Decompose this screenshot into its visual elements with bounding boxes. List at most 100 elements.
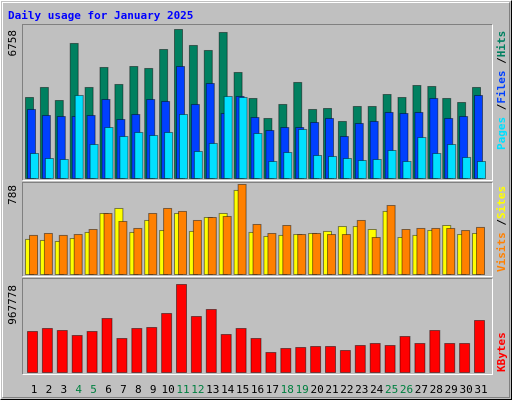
bar [131, 327, 143, 373]
chart-title: Daily usage for January 2025 [8, 9, 193, 22]
legend-separator: / [495, 103, 508, 110]
bar [416, 227, 426, 275]
x-tick-label: 3 [60, 383, 67, 396]
bar [223, 95, 233, 179]
bar [103, 213, 113, 275]
bar [342, 158, 352, 180]
bar [118, 221, 128, 276]
bar [220, 333, 232, 374]
bar [313, 155, 323, 180]
bar [88, 229, 98, 275]
x-tick-label: 22 [340, 383, 353, 396]
x-tick-label: 23 [355, 383, 368, 396]
bar [402, 161, 412, 180]
bar [356, 219, 366, 275]
bar [27, 330, 38, 373]
x-tick-label: 17 [266, 383, 279, 396]
bar [298, 128, 308, 180]
bar [179, 113, 188, 179]
bar [341, 234, 351, 275]
bar [444, 342, 456, 374]
bar [104, 127, 114, 179]
bar [119, 135, 129, 180]
bar [163, 207, 173, 275]
bar [283, 152, 293, 180]
x-tick-label: 31 [474, 383, 487, 396]
legend-entry: Pages [495, 117, 508, 150]
bar [116, 337, 128, 373]
bar [73, 234, 83, 275]
bar [56, 329, 68, 374]
panel-frames [22, 24, 493, 375]
y-tick-label: 967778 [6, 285, 19, 325]
bar [253, 133, 263, 180]
bar [384, 344, 396, 374]
bar [401, 229, 411, 275]
bar [59, 158, 69, 180]
bar [372, 158, 382, 180]
panel-border [22, 278, 493, 375]
bar [399, 335, 411, 374]
bar [310, 345, 322, 374]
bar [447, 144, 457, 180]
x-tick-label: 13 [206, 383, 219, 396]
x-tick-label: 2 [46, 383, 53, 396]
bar [357, 160, 367, 180]
bar [192, 219, 202, 275]
x-tick-label: 27 [415, 383, 428, 396]
bar [431, 227, 441, 275]
bar [429, 329, 441, 374]
x-tick-label: 20 [310, 383, 323, 396]
bar [133, 227, 143, 275]
bar [146, 326, 158, 374]
bar [369, 342, 381, 374]
bar [207, 217, 217, 275]
bar [101, 317, 113, 374]
bar [205, 308, 217, 374]
bar [282, 225, 292, 275]
bar [29, 234, 38, 275]
panel-border [22, 182, 493, 277]
bar [41, 327, 53, 373]
bar [252, 223, 262, 276]
bar [222, 215, 232, 275]
legend-entry: Visits [495, 232, 508, 272]
bar [462, 156, 472, 180]
x-tick-label: 6 [105, 383, 112, 396]
bar [178, 210, 187, 275]
bar [328, 155, 337, 180]
x-tick-label: 1 [31, 383, 38, 396]
bar [417, 136, 427, 180]
bar [89, 144, 99, 180]
bar [312, 232, 322, 276]
bar [44, 158, 54, 180]
bar [414, 342, 426, 374]
bar [134, 131, 144, 180]
bar [238, 96, 248, 179]
bar [371, 236, 381, 275]
legend-separator: / [495, 219, 508, 226]
x-tick-label: 30 [459, 383, 472, 396]
legend-entry: Files [495, 71, 508, 104]
x-tick-label: 11 [176, 383, 189, 396]
bar [354, 344, 366, 374]
bar [386, 205, 396, 275]
bar [327, 234, 336, 275]
bar [295, 346, 307, 373]
bar [149, 135, 159, 180]
legend: KBytes [495, 332, 508, 372]
x-tick-label: 9 [150, 383, 157, 396]
bar [235, 327, 247, 373]
panel-border [22, 182, 493, 277]
x-tick-label: 14 [221, 383, 235, 396]
bar [325, 345, 336, 374]
bar [250, 337, 262, 373]
panel-border [22, 24, 493, 181]
x-tick-label: 12 [191, 383, 204, 396]
bar [148, 213, 158, 275]
bar [30, 152, 39, 180]
legend-separator: / [495, 57, 508, 64]
bar [268, 161, 278, 180]
x-tick-label: 21 [325, 383, 338, 396]
